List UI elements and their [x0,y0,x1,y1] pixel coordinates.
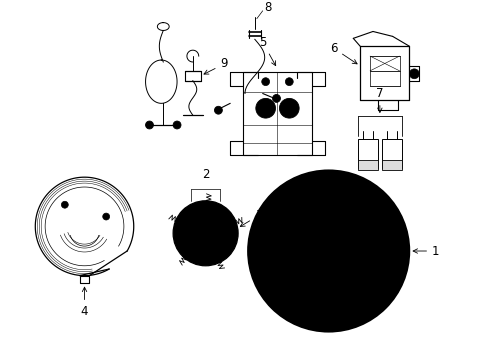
Circle shape [285,78,293,86]
Bar [381,161,401,170]
Text: 5: 5 [259,36,275,66]
Circle shape [318,241,338,261]
Circle shape [324,213,332,221]
Circle shape [173,121,181,129]
Text: 1: 1 [412,244,439,257]
Circle shape [102,213,109,220]
Text: 6: 6 [329,42,356,64]
Circle shape [279,98,299,118]
Bar [358,139,377,168]
Circle shape [292,237,300,244]
Circle shape [305,274,312,282]
Circle shape [257,180,399,322]
Circle shape [283,102,295,114]
Text: 8: 8 [264,1,271,14]
Circle shape [356,237,364,244]
Circle shape [259,102,271,114]
Circle shape [310,233,346,269]
Text: 7: 7 [375,87,383,112]
Bar [381,139,401,168]
Circle shape [272,94,280,102]
Circle shape [173,201,238,266]
Text: 3: 3 [240,209,262,226]
Circle shape [344,274,351,282]
Circle shape [61,201,68,208]
Circle shape [255,98,275,118]
Circle shape [193,221,217,245]
Text: 4: 4 [81,287,88,318]
Circle shape [408,69,418,79]
Text: 2: 2 [202,168,209,181]
Circle shape [261,78,269,86]
Circle shape [299,221,358,280]
Circle shape [289,212,367,291]
Circle shape [247,170,408,332]
Circle shape [185,213,225,253]
Bar [243,72,311,154]
Circle shape [261,184,395,318]
Circle shape [182,252,189,258]
Circle shape [145,121,153,129]
Bar [358,161,377,170]
Text: 9: 9 [203,58,227,74]
Circle shape [214,106,222,114]
